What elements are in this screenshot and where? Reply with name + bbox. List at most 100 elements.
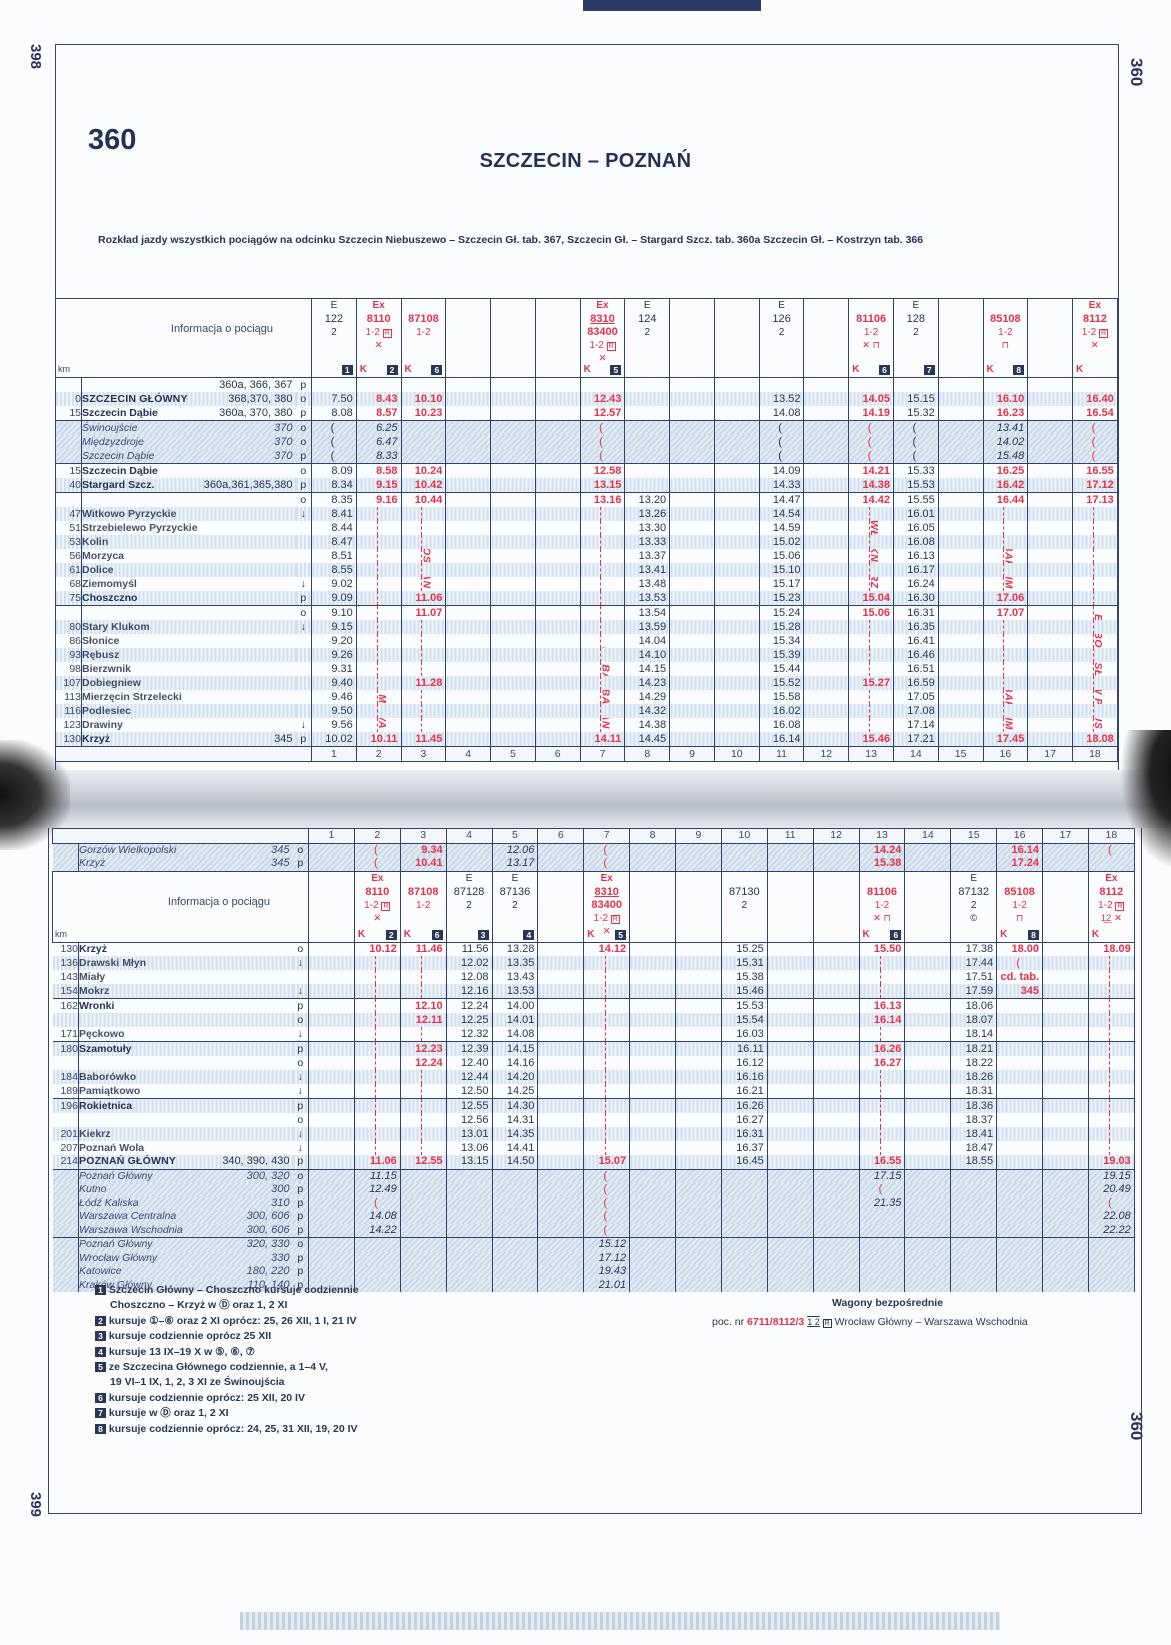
train-header bbox=[766, 870, 814, 943]
departure-time: 15.46 bbox=[736, 984, 764, 997]
station-table-refs: 360a, 370, 380 bbox=[219, 406, 293, 419]
time-cell bbox=[491, 1237, 539, 1252]
departure-time: 16.24 bbox=[907, 577, 935, 590]
time-cell bbox=[996, 1210, 1044, 1224]
time-cell bbox=[904, 1210, 952, 1224]
departure-time: 18.00 bbox=[1011, 942, 1040, 955]
time-cell bbox=[1042, 1098, 1089, 1113]
column-number: 2 bbox=[355, 746, 402, 762]
departure-time: 18.36 bbox=[965, 1099, 994, 1112]
train-class: 1-2 bbox=[849, 326, 893, 339]
departure-time: 11.06 bbox=[369, 1155, 397, 1168]
station-name: Szczecin Dąbie bbox=[82, 464, 158, 477]
time-cell: 13.52 bbox=[758, 392, 805, 406]
passes-without-stop bbox=[879, 1127, 881, 1141]
passes-without-stop bbox=[600, 521, 602, 535]
time-cell bbox=[308, 956, 355, 970]
time-cell bbox=[812, 956, 860, 970]
time-cell bbox=[1042, 998, 1089, 1013]
time-cell bbox=[534, 492, 581, 507]
passes-without-stop bbox=[375, 1141, 377, 1155]
passes-without-stop bbox=[376, 718, 378, 732]
passes-without-stop bbox=[879, 984, 881, 998]
time-cell bbox=[1072, 634, 1118, 648]
column-number: 7 bbox=[583, 828, 631, 844]
time-cell: ( bbox=[583, 1168, 631, 1183]
departure-time: 6.25 bbox=[376, 421, 398, 434]
time-cell: 8.51 bbox=[311, 549, 357, 563]
station-table-refs: 310 bbox=[271, 1196, 290, 1209]
time-cell bbox=[445, 463, 492, 478]
time-cell: 13.53 bbox=[624, 591, 671, 606]
departure-time: 12.11 bbox=[415, 1013, 443, 1026]
departure-time: 16.02 bbox=[772, 704, 801, 717]
departure-time: 15.24 bbox=[772, 606, 801, 619]
train-icons bbox=[447, 912, 492, 924]
passes-without-stop bbox=[1109, 999, 1111, 1013]
departure-time: 13.35 bbox=[506, 956, 535, 969]
time-cell: 16.23 bbox=[982, 406, 1029, 421]
time-cell bbox=[904, 1027, 952, 1042]
time-cell: 12.50 bbox=[445, 1084, 493, 1099]
time-cell bbox=[848, 521, 894, 535]
column-number-row: 1 2 3 4 5 6 7 8 9 10 11 12 13 14 15 16 17 18 bbox=[54, 746, 1118, 762]
time-cell bbox=[803, 549, 850, 563]
time-cell: 13.16 bbox=[579, 492, 626, 507]
km-cell: 184 bbox=[52, 1070, 79, 1084]
time-cell bbox=[858, 970, 906, 984]
km-cell: 107 bbox=[55, 676, 82, 690]
station-row: o 12.11 12.25 14.01 15.54 16.14 18.07 bbox=[52, 1013, 1135, 1027]
time-cell bbox=[624, 478, 671, 493]
time-cell: 18.07 bbox=[950, 1013, 998, 1027]
departure-time: 14.38 bbox=[862, 478, 890, 491]
time-cell bbox=[1087, 1237, 1135, 1252]
time-cell bbox=[400, 420, 447, 435]
station-cell bbox=[78, 1113, 293, 1127]
time-cell: 14.05 bbox=[848, 392, 894, 406]
footnote-line: 3 kursuje codziennie oprócz 25 XII bbox=[95, 1329, 359, 1344]
train-footer bbox=[627, 364, 667, 376]
time-cell: 15.46 bbox=[720, 984, 768, 999]
departure-time: 14.08 bbox=[506, 1027, 535, 1040]
footnote-text: kursuje w Ⓓ oraz 1, 2 XI bbox=[108, 1407, 229, 1420]
reservation-icon: R bbox=[1115, 901, 1125, 911]
express-marker: K bbox=[404, 364, 412, 375]
time-cell bbox=[904, 1070, 952, 1084]
passes-without-stop bbox=[604, 999, 606, 1013]
time-cell bbox=[534, 690, 581, 704]
train-header bbox=[669, 298, 715, 378]
arrival-departure-marker: ↓ bbox=[292, 956, 310, 970]
passes-without-stop bbox=[1092, 591, 1094, 605]
time-cell bbox=[624, 392, 671, 406]
time-cell: 14.29 bbox=[624, 690, 671, 704]
time-cell bbox=[1042, 1223, 1089, 1238]
passes-without-stop bbox=[604, 1070, 606, 1084]
departure-time: 17.59 bbox=[965, 984, 994, 997]
time-cell bbox=[583, 956, 631, 970]
time-cell: 13.54 bbox=[624, 605, 671, 620]
station-name: Pamiątkowo bbox=[79, 1084, 141, 1097]
train-icons bbox=[309, 886, 354, 898]
station-table-refs: 370 bbox=[274, 435, 293, 448]
passes-without-stop bbox=[1092, 549, 1094, 563]
passes-without-stop bbox=[421, 563, 423, 577]
footnote-badge: 4 bbox=[95, 1346, 106, 1357]
time-cell bbox=[355, 662, 402, 676]
passes-without-stop bbox=[421, 620, 423, 634]
train-icons bbox=[1028, 313, 1072, 325]
passes-without-stop bbox=[1092, 690, 1094, 704]
train-number: 8310 bbox=[594, 885, 619, 898]
runs-via-other-route: ( bbox=[373, 843, 378, 856]
time-cell bbox=[812, 1210, 860, 1224]
departure-time: 16.31 bbox=[736, 1127, 764, 1140]
train-class: 1-2 R bbox=[584, 912, 629, 925]
passes-without-stop bbox=[376, 577, 378, 591]
time-cell bbox=[812, 1278, 860, 1292]
time-cell bbox=[1027, 620, 1074, 634]
column-number: 6 bbox=[534, 746, 581, 762]
time-cell bbox=[937, 662, 984, 676]
time-cell bbox=[937, 676, 984, 690]
train-number: 8112 bbox=[1082, 313, 1107, 325]
station-name: Warszawa Wschodnia bbox=[79, 1223, 183, 1236]
train-category bbox=[538, 872, 583, 886]
